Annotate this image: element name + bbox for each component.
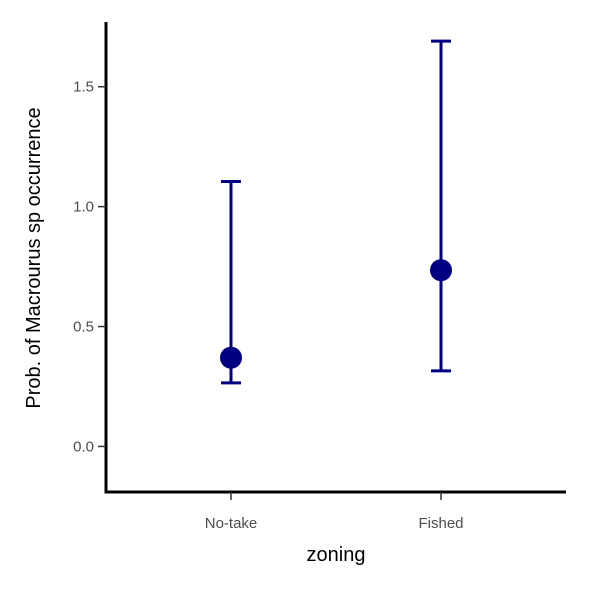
y-axis-title: Prob. of Macrourus sp occurrence — [23, 107, 45, 408]
x-axis-title: zoning — [307, 544, 366, 566]
x-axis-ticks: No-take Fished — [205, 492, 464, 532]
y-tick-label: 0.5 — [73, 319, 94, 336]
error-bar — [431, 39, 451, 373]
y-tick-label: 0.0 — [73, 438, 94, 455]
x-tick-label: No-take — [205, 515, 258, 532]
x-tick-label: Fished — [418, 515, 463, 532]
data-point — [430, 259, 452, 282]
data-point — [220, 346, 242, 369]
y-tick-label: 1.5 — [73, 79, 94, 96]
y-axis-ticks: 0.0 0.5 1.0 1.5 — [73, 79, 106, 455]
y-tick-label: 1.0 — [73, 199, 94, 216]
plot-area — [220, 39, 452, 385]
